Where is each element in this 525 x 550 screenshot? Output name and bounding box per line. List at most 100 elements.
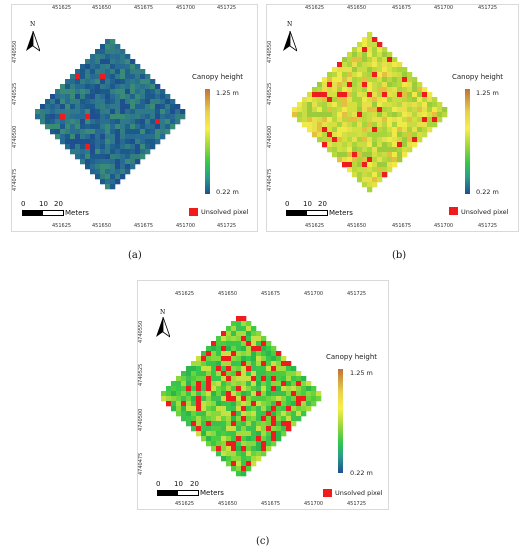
canopy-pixel [120, 109, 126, 115]
canopy-pixel [357, 107, 363, 113]
canopy-pixel [100, 139, 106, 145]
canopy-pixel [100, 129, 106, 135]
unsolved-pixel [377, 107, 383, 113]
canopy-pixel [337, 107, 343, 113]
canopy-pixel [145, 124, 151, 130]
canopy-pixel [201, 381, 207, 387]
canopy-pixel [201, 396, 207, 402]
canopy-pixel [115, 169, 121, 175]
canopy-pixel [231, 436, 237, 442]
canopy-pixel [236, 341, 242, 347]
canopy-pixel [297, 107, 303, 113]
canopy-pixel [276, 416, 282, 422]
canopy-pixel [155, 139, 161, 145]
canopy-pixel [291, 396, 297, 402]
north-label: N [287, 21, 293, 28]
canopy-pixel [231, 406, 237, 412]
canopy-pixel [367, 87, 373, 93]
canopy-pixel [296, 416, 302, 422]
canopy-pixel [372, 102, 378, 108]
canopy-pixel [427, 122, 433, 128]
canopy-pixel [251, 361, 257, 367]
canopy-pixel [186, 391, 192, 397]
canopy-pixel [196, 356, 202, 362]
canopy-pixel [150, 134, 156, 140]
canopy-pixel [100, 149, 106, 155]
canopy-pixel [347, 112, 353, 118]
canopy-pixel [150, 129, 156, 135]
canopy-pixel [110, 134, 116, 140]
canopy-pixel [201, 361, 207, 367]
canopy-pixel [90, 114, 96, 120]
canopy-pixel [85, 124, 91, 130]
x-tick: 451700 [304, 501, 324, 507]
canopy-pixel [251, 426, 257, 432]
canopy-pixel [402, 132, 408, 138]
unsolved-pixel [276, 401, 282, 407]
canopy-pixel [170, 124, 176, 130]
canopy-pixel [367, 52, 373, 58]
canopy-pixel [201, 426, 207, 432]
canopy-pixel [231, 426, 237, 432]
canopy-pixel [160, 104, 166, 110]
unsolved-pixel [206, 351, 212, 357]
canopy-pixel [352, 127, 358, 133]
canopy-pixel [286, 376, 292, 382]
canopy-pixel [145, 134, 151, 140]
canopy-pixel [256, 356, 262, 362]
canopy-pixel [85, 79, 91, 85]
canopy-pixel [276, 381, 282, 387]
canopy-pixel [65, 79, 71, 85]
canopy-pixel [95, 159, 101, 165]
canopy-pixel [115, 99, 121, 105]
canopy-pixel [332, 142, 338, 148]
canopy-pixel [181, 396, 187, 402]
unsolved-pixel [246, 341, 252, 347]
map-panel-b: 451625 451650 451675 451700 451725 45162… [266, 4, 519, 232]
unsolved-pixel [241, 466, 247, 472]
canopy-pixel [231, 386, 237, 392]
canopy-pixel [95, 154, 101, 160]
canopy-pixel [241, 456, 247, 462]
canopy-pixel [337, 87, 343, 93]
canopy-pixel [241, 366, 247, 372]
canopy-pixel [110, 184, 116, 190]
canopy-pixel [241, 381, 247, 387]
canopy-pixel [105, 179, 111, 185]
canopy-pixel [85, 134, 91, 140]
canopy-pixel [387, 92, 393, 98]
canopy-pixel [90, 64, 96, 70]
canopy-pixel [221, 421, 227, 427]
canopy-pixel [226, 386, 232, 392]
canopy-pixel [362, 172, 368, 178]
canopy-pixel [130, 64, 136, 70]
unsolved-pixel [362, 162, 368, 168]
canopy-pixel [115, 104, 121, 110]
canopy-pixel [105, 169, 111, 175]
canopy-pixel [382, 107, 388, 113]
legend-title: Canopy height [326, 353, 378, 361]
canopy-pixel [407, 132, 413, 138]
canopy-pixel [125, 104, 131, 110]
canopy-pixel [362, 37, 368, 43]
canopy-pixel [352, 132, 358, 138]
canopy-pixel [291, 421, 297, 427]
canopy-pixel [181, 391, 187, 397]
canopy-pixel [115, 69, 121, 75]
canopy-pixel [327, 147, 333, 153]
x-tick: 451650 [347, 223, 367, 229]
canopy-pixel [165, 99, 171, 105]
scale-twenty: 20 [318, 200, 327, 208]
canopy-pixel [95, 134, 101, 140]
canopy-pixel [236, 396, 242, 402]
canopy-pixel [35, 109, 41, 115]
canopy-pixel [125, 74, 131, 80]
canopy-pixel [417, 102, 423, 108]
canopy-pixel [412, 77, 418, 83]
canopy-pixel [301, 401, 307, 407]
canopy-pixel [392, 107, 398, 113]
canopy-pixel [135, 89, 141, 95]
canopy-pixel [171, 381, 177, 387]
canopy-pixel [130, 99, 136, 105]
canopy-pixel [342, 102, 348, 108]
